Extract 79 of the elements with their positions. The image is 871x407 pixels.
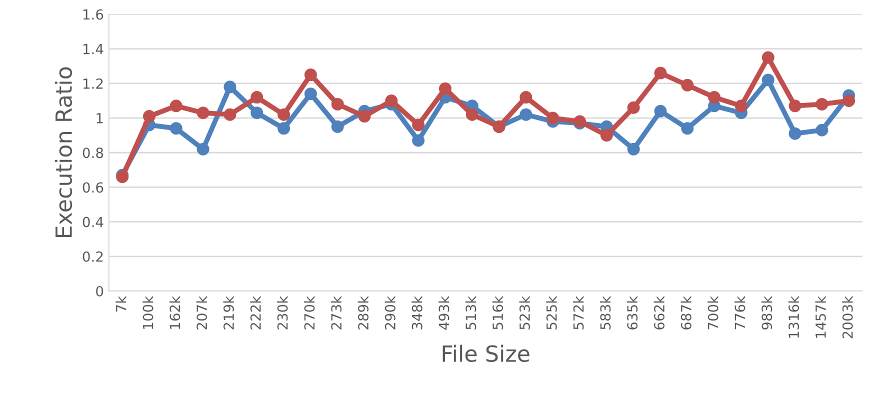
y-tick-label: 1.4 bbox=[83, 44, 104, 54]
point bbox=[708, 91, 721, 104]
x-tick-label: 983k bbox=[761, 296, 772, 330]
y-tick-label: 0.8 bbox=[82, 148, 104, 158]
point bbox=[654, 66, 667, 80]
point bbox=[358, 110, 371, 123]
point bbox=[278, 122, 290, 135]
x-tick-label: 776k bbox=[734, 296, 746, 330]
x-tick-label: 583k bbox=[600, 296, 611, 330]
y-tick-label: 0.4 bbox=[82, 216, 104, 228]
x-tick-label: 635k bbox=[626, 296, 638, 330]
y-tick-label: 1 bbox=[96, 113, 103, 124]
x-tick-label: 289k bbox=[358, 296, 369, 330]
point bbox=[224, 108, 236, 121]
point bbox=[224, 80, 236, 94]
point bbox=[762, 74, 774, 86]
point bbox=[278, 108, 290, 121]
point bbox=[816, 98, 828, 110]
point bbox=[170, 122, 182, 135]
x-tick-label: 7k bbox=[116, 296, 126, 312]
x-tick-label: 1316k bbox=[788, 296, 800, 338]
y-tick-label: 0.6 bbox=[82, 182, 104, 193]
x-tick-label: 207k bbox=[196, 296, 208, 330]
point bbox=[600, 129, 613, 142]
x-tick-label: 100k bbox=[142, 296, 154, 329]
x-axis-title: File Size bbox=[442, 344, 530, 362]
x-tick-label: 700k bbox=[708, 296, 718, 330]
y-tick-label: 0.2 bbox=[82, 251, 103, 262]
point bbox=[385, 94, 398, 107]
x-tick-label: 348k bbox=[412, 296, 422, 330]
y-axis-title: Execution Ratio bbox=[54, 67, 72, 238]
point bbox=[412, 134, 425, 147]
x-tick-label: 572k bbox=[573, 296, 584, 330]
point bbox=[681, 122, 694, 135]
x-tick-label: 270k bbox=[304, 296, 315, 330]
x-tick-label: 523k bbox=[519, 296, 530, 330]
point bbox=[520, 108, 532, 121]
point bbox=[681, 78, 694, 92]
x-tick-label: 493k bbox=[438, 296, 450, 330]
x-tick-label: 513k bbox=[465, 296, 476, 330]
point bbox=[250, 106, 264, 120]
point bbox=[142, 110, 156, 123]
x-tick-label: 219k bbox=[223, 296, 234, 330]
point bbox=[250, 91, 264, 104]
x-tick-label: 273k bbox=[330, 296, 342, 330]
point bbox=[654, 104, 667, 118]
y-tick-label: 1.6 bbox=[83, 9, 104, 20]
point bbox=[304, 88, 317, 100]
point bbox=[438, 82, 452, 95]
x-tick-label: 662k bbox=[654, 296, 665, 330]
point bbox=[170, 100, 182, 112]
x-tick-label: 222k bbox=[250, 296, 261, 330]
y-tick-label: 1.2 bbox=[83, 78, 103, 89]
point bbox=[520, 91, 532, 104]
x-tick-label: 162k bbox=[169, 296, 180, 329]
x-tick-label: 1457k bbox=[815, 296, 826, 338]
point bbox=[466, 108, 478, 121]
x-tick-label: 516k bbox=[492, 296, 504, 330]
x-tick-label: 2003k bbox=[842, 296, 853, 338]
y-tick-label: 0 bbox=[96, 286, 104, 296]
point bbox=[627, 101, 640, 114]
point bbox=[842, 94, 856, 107]
point bbox=[734, 100, 748, 112]
point bbox=[788, 127, 802, 140]
x-tick-label: 230k bbox=[277, 296, 288, 330]
point bbox=[304, 68, 317, 82]
point bbox=[331, 98, 344, 110]
point bbox=[627, 142, 640, 156]
x-tick-label: 525k bbox=[546, 296, 557, 330]
point bbox=[788, 100, 802, 112]
point bbox=[816, 124, 828, 136]
point bbox=[331, 120, 344, 133]
point bbox=[762, 51, 774, 64]
point bbox=[546, 112, 560, 124]
x-tick-label: 687k bbox=[680, 296, 692, 330]
point bbox=[196, 142, 210, 156]
point bbox=[412, 118, 425, 132]
x-tick-label: 290k bbox=[384, 296, 396, 330]
point bbox=[196, 106, 210, 120]
